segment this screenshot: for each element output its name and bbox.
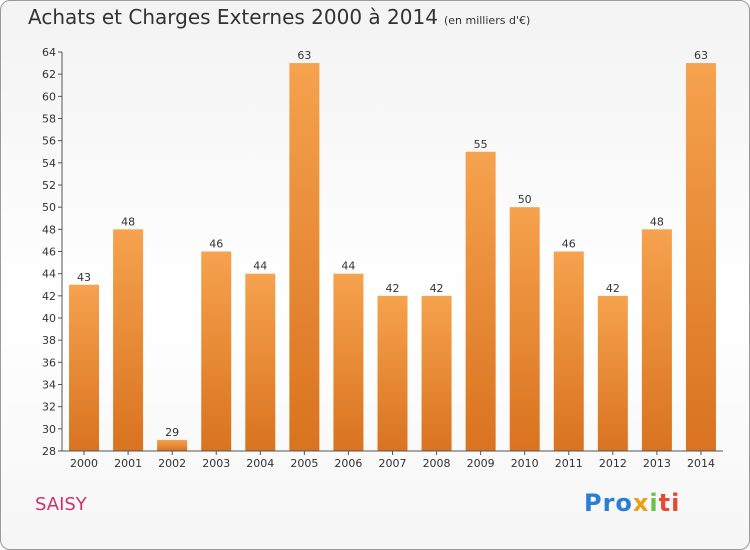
bar-value-label: 44 <box>253 260 267 273</box>
bar-value-label: 63 <box>694 49 708 62</box>
bar <box>245 273 276 451</box>
logo-part-2: x <box>632 489 650 517</box>
y-tick-label: 28 <box>42 445 56 458</box>
y-tick-label: 38 <box>42 334 56 347</box>
y-tick-label: 56 <box>42 135 56 148</box>
x-tick-label: 2013 <box>643 457 671 470</box>
bar <box>685 63 716 451</box>
bar-value-label: 48 <box>121 215 135 228</box>
bar <box>289 63 320 451</box>
bar <box>113 229 144 451</box>
y-tick-label: 64 <box>42 46 56 59</box>
y-tick-label: 54 <box>42 157 56 170</box>
bar-value-label: 42 <box>606 282 620 295</box>
bar-value-label: 43 <box>77 271 91 284</box>
logo-part-1: Pro <box>584 489 633 517</box>
bar-value-label: 29 <box>165 426 179 439</box>
bar <box>333 273 364 451</box>
y-tick-label: 32 <box>42 401 56 414</box>
x-tick-label: 2000 <box>70 457 98 470</box>
y-tick-label: 36 <box>42 356 56 369</box>
bar <box>465 151 496 451</box>
y-tick-label: 48 <box>42 223 56 236</box>
y-tick-label: 58 <box>42 113 56 126</box>
y-tick-label: 40 <box>42 312 56 325</box>
bar <box>157 439 188 451</box>
bar-value-label: 42 <box>430 282 444 295</box>
bar <box>509 207 540 451</box>
bar <box>553 251 584 451</box>
x-tick-label: 2001 <box>114 457 142 470</box>
bar-value-label: 50 <box>518 193 532 206</box>
x-tick-label: 2007 <box>379 457 407 470</box>
logo-part-4: ti <box>658 489 681 517</box>
x-tick-label: 2011 <box>555 457 583 470</box>
x-tick-label: 2012 <box>599 457 627 470</box>
logo-part-3: i <box>649 489 659 517</box>
bar <box>597 295 628 451</box>
bar-value-label: 55 <box>474 138 488 151</box>
x-tick-label: 2004 <box>246 457 274 470</box>
bar-value-label: 42 <box>386 282 400 295</box>
x-tick-label: 2005 <box>290 457 318 470</box>
bar-value-label: 63 <box>297 49 311 62</box>
y-tick-label: 30 <box>42 423 56 436</box>
x-tick-label: 2002 <box>158 457 186 470</box>
y-tick-label: 52 <box>42 179 56 192</box>
bar-value-label: 44 <box>341 260 355 273</box>
y-tick-label: 60 <box>42 90 56 103</box>
y-axis-ticks: 28 30 32 34 36 38 40 42 44 46 48 50 52 54 56 58 60 62 64 <box>42 46 62 458</box>
bar <box>69 284 100 451</box>
chart-subtitle: (en milliers d'€) <box>443 14 531 27</box>
y-tick-label: 44 <box>42 268 56 281</box>
bar <box>201 251 232 451</box>
chart-title-text: Achats et Charges Externes 2000 à 2014 <box>28 5 438 29</box>
x-tick-label: 2003 <box>202 457 230 470</box>
x-tick-label: 2014 <box>687 457 715 470</box>
y-tick-label: 50 <box>42 201 56 214</box>
commune-name: SAISY <box>35 494 87 515</box>
bar-value-label: 48 <box>650 215 664 228</box>
x-tick-label: 2009 <box>467 457 495 470</box>
y-tick-label: 42 <box>42 290 56 303</box>
y-tick-label: 34 <box>42 379 56 392</box>
bar <box>641 229 672 451</box>
bar <box>377 295 408 451</box>
x-tick-label: 2006 <box>334 457 362 470</box>
bar-series: 43 48 29 46 44 63 44 42 42 55 50 46 42 48 63 <box>69 49 716 451</box>
x-tick-label: 2008 <box>423 457 451 470</box>
x-tick-label: 2010 <box>511 457 539 470</box>
y-tick-label: 62 <box>42 68 56 81</box>
bar-value-label: 46 <box>209 238 223 251</box>
proxiti-logo[interactable]: Proxiti <box>584 489 680 517</box>
y-tick-label: 46 <box>42 246 56 259</box>
bar-value-label: 46 <box>562 238 576 251</box>
chart-title: Achats et Charges Externes 2000 à 2014 (e… <box>28 5 530 29</box>
bar <box>421 295 452 451</box>
x-axis-labels: 2000 2001 2002 2003 2004 2005 2006 2007 2008 2009… <box>70 451 715 470</box>
